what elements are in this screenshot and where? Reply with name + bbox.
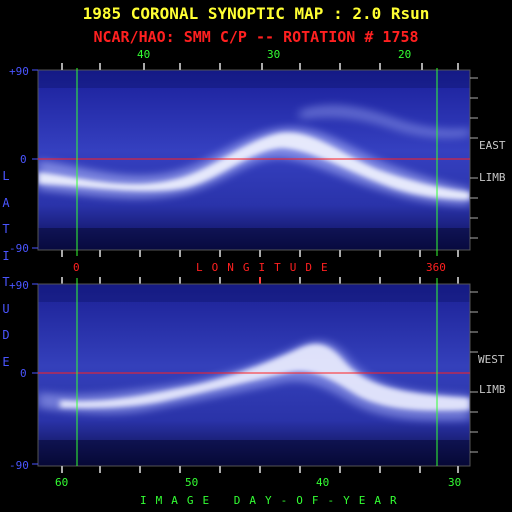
day-axis-label-40: 40 [316, 476, 330, 489]
top-axis-label-30: 30 [267, 48, 281, 61]
west-streamer-core [60, 344, 470, 411]
east-limb-label: EAST [479, 139, 506, 152]
latitude-axis-letter: L [2, 169, 10, 183]
longitude-tick-strip [61, 250, 459, 284]
top-axis-label-20: 20 [398, 48, 412, 61]
day-axis-label-60: 60 [55, 476, 69, 489]
day-axis-label-30: 30 [448, 476, 462, 489]
latitude-axis-letter: T [2, 222, 10, 236]
east-lat-tick-0: 0 [20, 153, 27, 166]
latitude-axis-letter: T [2, 275, 10, 289]
east-streamer-core [38, 132, 470, 200]
day-axis-label-50: 50 [185, 476, 199, 489]
day-of-year-axis-label: IMAGE DAY-OF-YEAR [140, 494, 406, 507]
east-faint-arch [300, 104, 470, 138]
latitude-axis-letter: I [2, 248, 10, 263]
west-lat-tick-plus90: +90 [9, 279, 29, 292]
latitude-axis-letter: U [2, 301, 10, 316]
west-lat-tick-minus90: -90 [9, 459, 29, 472]
figure-title: 1985 CORONAL SYNOPTIC MAP : 2.0 Rsun [82, 4, 430, 23]
longitude-axis-label: LONGITUDE [196, 261, 337, 274]
latitude-axis-letter: D [2, 328, 10, 342]
west-limb-word: LIMB [479, 383, 506, 396]
latitude-axis-letter: A [2, 195, 10, 210]
figure-subtitle: NCAR/HAO: SMM C/P -- ROTATION # 1758 [93, 28, 419, 46]
longitude-end-label: 360 [426, 261, 446, 274]
longitude-start-label: 0 [73, 261, 80, 274]
top-axis-label-40: 40 [137, 48, 151, 61]
west-lat-tick-0: 0 [20, 367, 27, 380]
west-limb-label: WEST [478, 353, 505, 366]
east-limb-map [32, 63, 478, 256]
latitude-axis-letter: E [2, 354, 10, 369]
east-lat-tick-minus90: -90 [9, 242, 29, 255]
east-limb-word: LIMB [479, 171, 506, 184]
west-limb-map [32, 278, 478, 473]
east-lat-tick-plus90: +90 [9, 65, 29, 78]
